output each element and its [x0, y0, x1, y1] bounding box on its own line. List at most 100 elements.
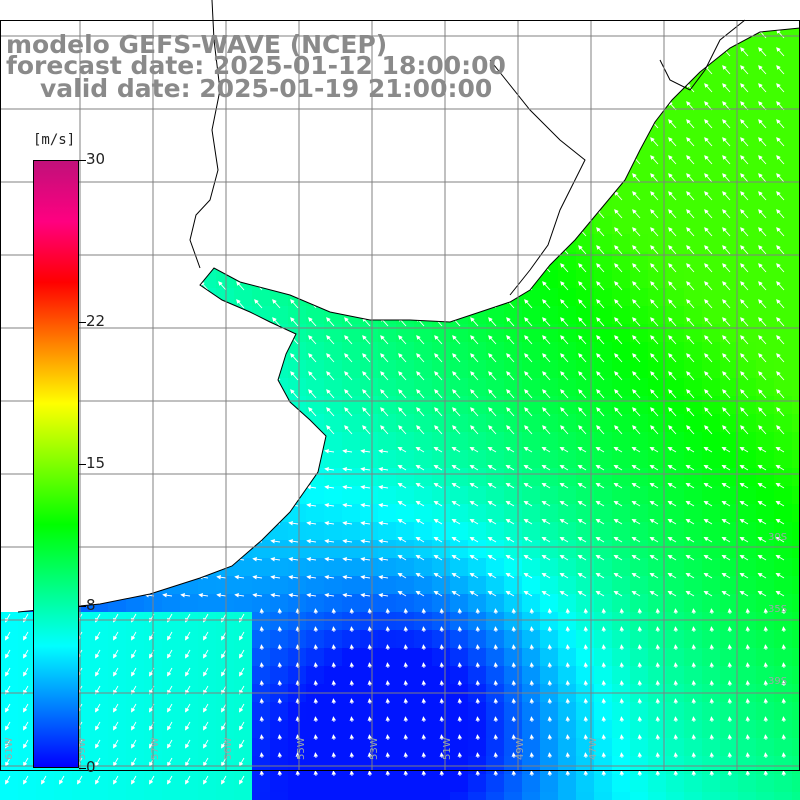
wind-arrow [721, 500, 731, 507]
wind-arrow [331, 626, 337, 633]
wind-arrow [668, 263, 677, 273]
wind-arrow [198, 520, 209, 526]
wind-arrow [218, 173, 227, 183]
wind-arrow [288, 556, 299, 562]
wind-arrow [434, 425, 443, 435]
wind-arrow [601, 608, 607, 615]
wind-arrow [686, 119, 695, 129]
wind-arrow [20, 83, 29, 93]
wind-arrow [650, 47, 659, 57]
wind-arrow [313, 734, 319, 741]
wind-arrow [763, 662, 769, 669]
wind-arrow [470, 119, 479, 129]
wind-arrow [236, 407, 245, 417]
wind-arrow [668, 173, 677, 183]
wind-arrow [613, 446, 623, 453]
wind-arrow [397, 446, 407, 453]
wind-arrow [92, 353, 101, 363]
wind-arrow [77, 775, 83, 785]
wind-arrow [415, 482, 425, 489]
wind-arrow [272, 191, 281, 201]
wind-arrow [457, 752, 463, 759]
wind-arrow [198, 556, 209, 562]
wind-arrow [583, 716, 589, 723]
wind-arrow [277, 662, 283, 669]
wind-arrow [632, 173, 641, 183]
wind-arrow [182, 299, 191, 309]
wind-arrow [721, 446, 731, 453]
wind-arrow [182, 353, 191, 363]
wind-arrow [362, 173, 371, 183]
wind-arrow [378, 556, 389, 562]
valid-date: valid date: 2025-01-19 21:00:00 [40, 74, 493, 103]
wind-arrow [398, 173, 407, 183]
wind-arrow [164, 281, 173, 291]
border-line [189, 0, 221, 269]
wind-arrow [650, 281, 659, 291]
wind-arrow [277, 680, 283, 687]
wind-arrow [416, 263, 425, 273]
wind-arrow [547, 770, 553, 777]
wind-arrow [650, 65, 659, 75]
wind-arrow [344, 209, 353, 219]
wind-arrow [57, 12, 64, 20]
wind-arrow [452, 191, 461, 201]
wind-arrow [614, 335, 623, 345]
lon-label: 53W [369, 737, 380, 760]
wind-arrow [415, 572, 425, 579]
wind-arrow [776, 119, 785, 129]
wind-arrow [162, 556, 173, 562]
wind-arrow [505, 482, 515, 489]
wind-arrow [198, 448, 209, 454]
wind-arrow [200, 425, 209, 435]
wind-arrow [686, 47, 695, 57]
wind-arrow [342, 466, 353, 472]
wind-arrow [313, 770, 319, 777]
wind-arrow [722, 371, 731, 381]
wind-arrow [270, 538, 281, 544]
wind-arrow [471, 12, 478, 20]
wind-arrow [614, 191, 623, 201]
wind-arrow [633, 12, 640, 20]
wind-arrow [236, 317, 245, 327]
border-line [489, 59, 586, 296]
wind-arrow [270, 592, 281, 598]
wind-arrow [435, 12, 442, 20]
wind-arrow [721, 464, 731, 471]
colorbar-tick-label: 30 [86, 150, 106, 168]
wind-arrow [2, 137, 11, 147]
wind-arrow [236, 425, 245, 435]
wind-arrow [221, 667, 227, 677]
wind-arrow [578, 119, 587, 129]
wind-arrow [108, 592, 119, 598]
wind-arrow [306, 592, 317, 598]
wind-arrow [583, 752, 589, 759]
wind-arrow [397, 590, 407, 597]
wind-arrow [601, 734, 607, 741]
wind-arrow [2, 389, 11, 399]
wind-arrow [493, 734, 499, 741]
wind-arrow [758, 371, 767, 381]
wind-arrow [523, 446, 533, 453]
wind-arrow [308, 137, 317, 147]
wind-arrow [668, 191, 677, 201]
wind-arrow [745, 662, 751, 669]
wind-arrow [452, 335, 461, 345]
wind-arrow [470, 353, 479, 363]
wind-arrow [324, 592, 335, 598]
wind-arrow [511, 716, 517, 723]
wind-arrow [331, 716, 337, 723]
wind-arrow [403, 662, 409, 669]
wind-arrow [306, 556, 317, 562]
wind-arrow [113, 667, 119, 677]
wind-arrow [583, 734, 589, 741]
wind-arrow [542, 299, 551, 309]
wind-arrow [90, 502, 101, 508]
wind-arrow [758, 155, 767, 165]
wind-arrow [740, 335, 749, 345]
wind-arrow [457, 770, 463, 777]
wind-arrow [596, 425, 605, 435]
wind-arrow [308, 155, 317, 165]
wind-arrow [182, 281, 191, 291]
wind-arrow [20, 299, 29, 309]
